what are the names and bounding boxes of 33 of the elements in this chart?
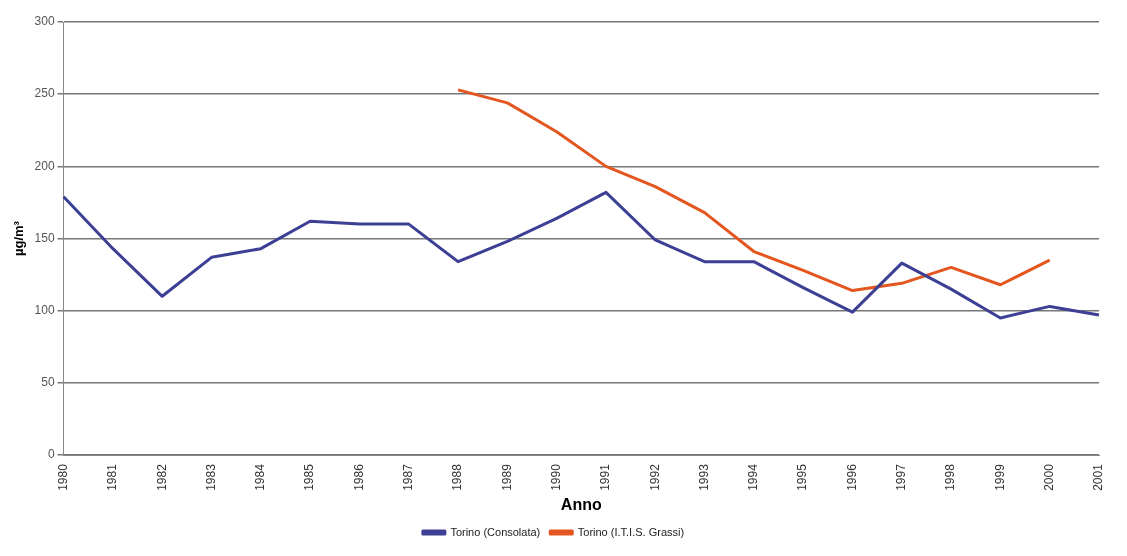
x-tick-label: 1994 <box>746 463 761 491</box>
x-tick-label: 2001 <box>1091 463 1106 491</box>
y-tick-label: 200 <box>34 158 55 173</box>
x-tick-label: 1982 <box>154 463 169 491</box>
x-tick-label: 1998 <box>943 463 958 491</box>
x-tick-label: 1980 <box>55 463 70 491</box>
legend-label: Torino (Consolata) <box>450 525 541 538</box>
x-tick-label: 2000 <box>1042 463 1057 491</box>
y-tick-label: 50 <box>41 375 55 390</box>
y-tick-label: 250 <box>34 86 55 101</box>
y-tick-label: 150 <box>34 230 55 245</box>
x-axis-title: Anno <box>560 495 602 513</box>
x-tick-label: 1999 <box>992 463 1007 491</box>
x-tick-label: 1992 <box>647 463 662 491</box>
x-tick-label: 1991 <box>598 463 613 491</box>
legend-label: Torino (I.T.I.S. Grassi) <box>577 525 685 538</box>
y-tick-label: 100 <box>34 303 55 318</box>
x-tick-label: 1996 <box>844 463 859 491</box>
x-tick-label: 1981 <box>105 463 120 491</box>
y-tick-label: 0 <box>47 447 55 462</box>
x-tick-label: 1983 <box>203 463 218 491</box>
y-tick-label: 300 <box>34 14 55 29</box>
x-tick-label: 1987 <box>401 463 416 491</box>
x-tick-label: 1986 <box>351 463 366 491</box>
x-tick-label: 1993 <box>696 463 711 491</box>
x-tick-label: 1985 <box>302 463 317 491</box>
x-tick-label: 1997 <box>894 463 909 491</box>
x-tick-label: 1995 <box>795 463 810 491</box>
x-tick-label: 1989 <box>499 463 514 491</box>
x-tick-label: 1984 <box>253 463 268 491</box>
x-tick-label: 1988 <box>450 463 465 491</box>
x-tick-label: 1990 <box>548 463 563 491</box>
y-axis-title: µg/m³ <box>11 220 27 257</box>
